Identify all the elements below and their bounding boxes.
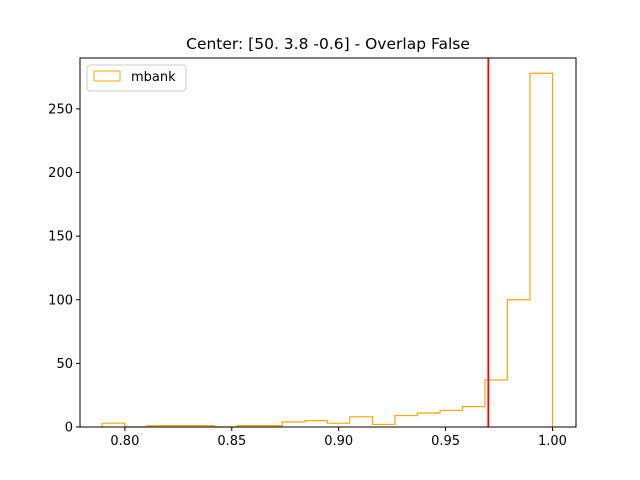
axes: 0.80 0.85 0.90 0.95 1.00 0 50 100 150 200 250 bbox=[48, 57, 577, 449]
y-tick-label: 200 bbox=[48, 166, 73, 181]
histogram-bin bbox=[282, 422, 305, 427]
legend: mbank bbox=[86, 64, 187, 92]
histogram-bin bbox=[507, 300, 530, 427]
histogram-bin bbox=[102, 423, 124, 427]
histogram-bin bbox=[417, 413, 440, 427]
histogram-bin bbox=[440, 410, 462, 427]
x-tick-label: 0.95 bbox=[431, 434, 460, 449]
y-tick-label: 250 bbox=[48, 102, 73, 117]
plot-area bbox=[101, 58, 554, 428]
histogram-bin bbox=[305, 421, 327, 427]
histogram-bin bbox=[462, 407, 484, 427]
y-tick-label: 100 bbox=[48, 293, 73, 308]
x-tick-label: 0.80 bbox=[110, 434, 139, 449]
histogram-bin bbox=[530, 73, 552, 427]
histogram-series-mbank bbox=[101, 72, 554, 428]
histogram-bin bbox=[327, 423, 349, 427]
y-tick-label: 50 bbox=[56, 357, 73, 372]
legend-swatch-mbank bbox=[93, 70, 121, 82]
legend-label-mbank: mbank bbox=[131, 70, 176, 85]
x-tick-label: 1.00 bbox=[538, 434, 567, 449]
y-tick-label: 150 bbox=[48, 230, 73, 245]
x-tick-label: 0.90 bbox=[324, 434, 353, 449]
y-tick-label: 0 bbox=[65, 421, 73, 436]
x-tick-label: 0.85 bbox=[217, 434, 246, 449]
chart-title: Center: [50. 3.8 -0.6] - Overlap False bbox=[186, 35, 470, 53]
histogram-bin bbox=[395, 416, 417, 427]
axes-frame bbox=[79, 57, 577, 428]
histogram-bin bbox=[350, 417, 373, 427]
